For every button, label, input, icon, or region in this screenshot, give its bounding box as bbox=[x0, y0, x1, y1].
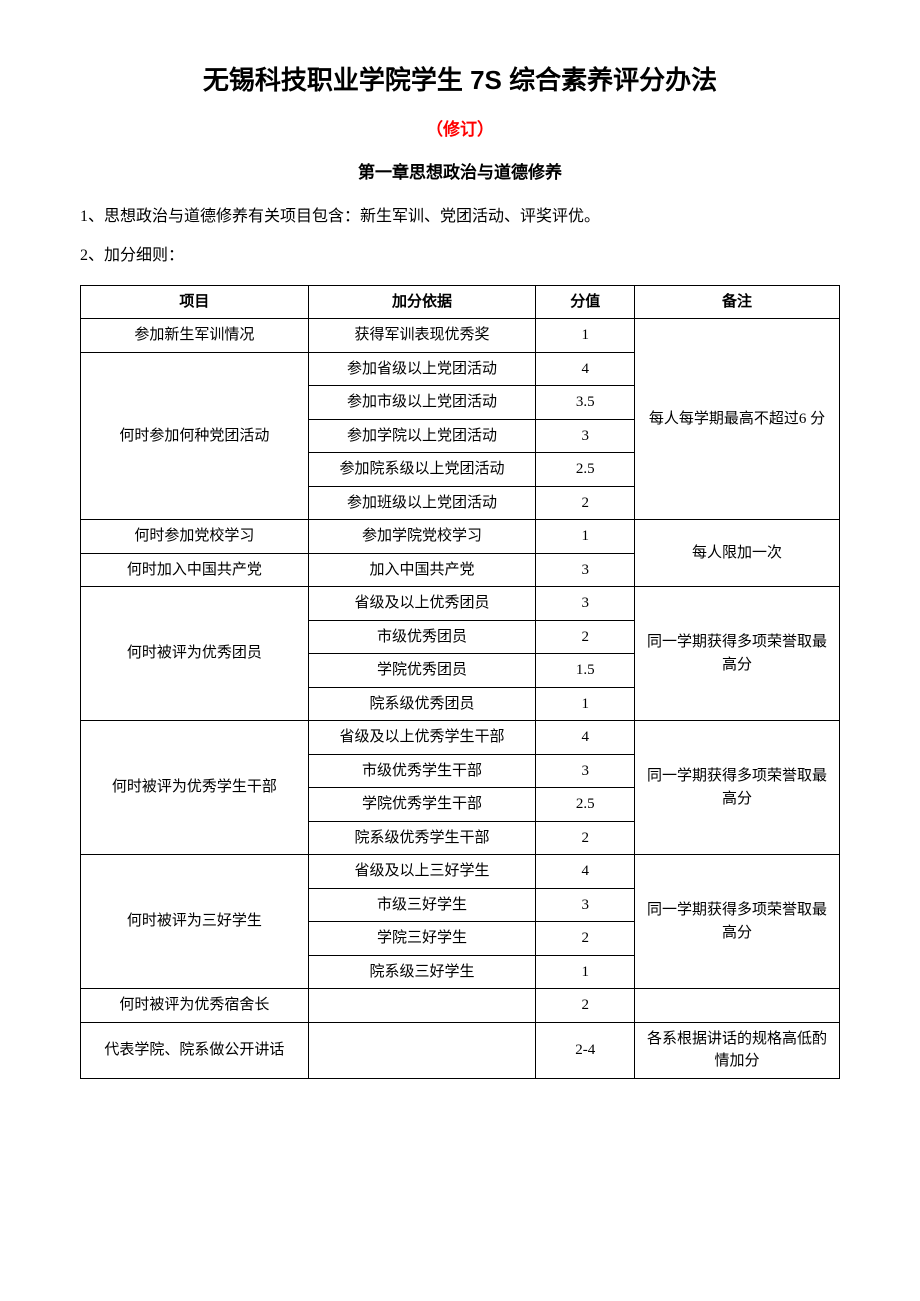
cell-basis bbox=[308, 989, 536, 1023]
table-row: 代表学院、院系做公开讲话 2-4各系根据讲话的规格高低酌情加分 bbox=[81, 1022, 840, 1078]
header-basis: 加分依据 bbox=[308, 285, 536, 319]
cell-score: 3 bbox=[536, 553, 635, 587]
cell-basis: 学院优秀团员 bbox=[308, 654, 536, 688]
header-item: 项目 bbox=[81, 285, 309, 319]
cell-basis: 参加学院以上党团活动 bbox=[308, 419, 536, 453]
cell-basis: 省级及以上优秀学生干部 bbox=[308, 721, 536, 755]
cell-note: 每人每学期最高不超过6 分 bbox=[635, 319, 840, 520]
cell-score: 1 bbox=[536, 955, 635, 989]
cell-score: 2 bbox=[536, 821, 635, 855]
cell-basis: 院系级优秀学生干部 bbox=[308, 821, 536, 855]
cell-score: 1 bbox=[536, 687, 635, 721]
cell-score: 1 bbox=[536, 319, 635, 353]
document-subtitle: （修订） bbox=[80, 115, 840, 140]
table-row: 参加新生军训情况获得军训表现优秀奖1每人每学期最高不超过6 分 bbox=[81, 319, 840, 353]
table-row: 何时被评为优秀团员省级及以上优秀团员3同一学期获得多项荣誉取最高分 bbox=[81, 587, 840, 621]
cell-score: 1.5 bbox=[536, 654, 635, 688]
cell-score: 2.5 bbox=[536, 788, 635, 822]
cell-basis: 学院三好学生 bbox=[308, 922, 536, 956]
cell-item: 何时被评为优秀团员 bbox=[81, 587, 309, 721]
cell-score: 2-4 bbox=[536, 1022, 635, 1078]
header-score: 分值 bbox=[536, 285, 635, 319]
cell-basis: 市级优秀团员 bbox=[308, 620, 536, 654]
cell-basis: 参加班级以上党团活动 bbox=[308, 486, 536, 520]
cell-score: 3 bbox=[536, 587, 635, 621]
cell-item: 参加新生军训情况 bbox=[81, 319, 309, 353]
table-body: 参加新生军训情况获得军训表现优秀奖1每人每学期最高不超过6 分何时参加何种党团活… bbox=[81, 319, 840, 1079]
cell-score: 2 bbox=[536, 922, 635, 956]
chapter-heading: 第一章思想政治与道德修养 bbox=[80, 158, 840, 183]
table-row: 何时被评为优秀学生干部省级及以上优秀学生干部4同一学期获得多项荣誉取最高分 bbox=[81, 721, 840, 755]
cell-basis: 省级及以上三好学生 bbox=[308, 855, 536, 889]
cell-score: 3 bbox=[536, 754, 635, 788]
cell-note: 每人限加一次 bbox=[635, 520, 840, 587]
cell-basis: 省级及以上优秀团员 bbox=[308, 587, 536, 621]
cell-score: 3 bbox=[536, 888, 635, 922]
paragraph-1: 1、思想政治与道德修养有关项目包含：新生军训、党团活动、评奖评优。 bbox=[80, 199, 840, 236]
cell-basis: 获得军训表现优秀奖 bbox=[308, 319, 536, 353]
table-row: 何时参加党校学习参加学院党校学习1每人限加一次 bbox=[81, 520, 840, 554]
cell-basis: 院系级三好学生 bbox=[308, 955, 536, 989]
cell-item: 何时加入中国共产党 bbox=[81, 553, 309, 587]
cell-basis: 学院优秀学生干部 bbox=[308, 788, 536, 822]
cell-basis: 参加省级以上党团活动 bbox=[308, 352, 536, 386]
cell-score: 2.5 bbox=[536, 453, 635, 487]
cell-basis: 市级三好学生 bbox=[308, 888, 536, 922]
cell-basis: 加入中国共产党 bbox=[308, 553, 536, 587]
cell-note: 同一学期获得多项荣誉取最高分 bbox=[635, 721, 840, 855]
cell-basis: 院系级优秀团员 bbox=[308, 687, 536, 721]
cell-score: 3.5 bbox=[536, 386, 635, 420]
cell-score: 2 bbox=[536, 486, 635, 520]
table-row: 何时被评为三好学生省级及以上三好学生4同一学期获得多项荣誉取最高分 bbox=[81, 855, 840, 889]
cell-item: 何时参加何种党团活动 bbox=[81, 352, 309, 520]
cell-score: 2 bbox=[536, 989, 635, 1023]
cell-basis: 参加院系级以上党团活动 bbox=[308, 453, 536, 487]
cell-item: 何时被评为优秀学生干部 bbox=[81, 721, 309, 855]
paragraph-2: 2、加分细则： bbox=[80, 238, 840, 275]
cell-note: 同一学期获得多项荣誉取最高分 bbox=[635, 587, 840, 721]
cell-basis: 参加市级以上党团活动 bbox=[308, 386, 536, 420]
scoring-table: 项目 加分依据 分值 备注 参加新生军训情况获得军训表现优秀奖1每人每学期最高不… bbox=[80, 285, 840, 1079]
cell-basis: 参加学院党校学习 bbox=[308, 520, 536, 554]
cell-item: 何时参加党校学习 bbox=[81, 520, 309, 554]
cell-item: 何时被评为优秀宿舍长 bbox=[81, 989, 309, 1023]
cell-note: 同一学期获得多项荣誉取最高分 bbox=[635, 855, 840, 989]
cell-basis: 市级优秀学生干部 bbox=[308, 754, 536, 788]
cell-score: 1 bbox=[536, 520, 635, 554]
table-row: 何时被评为优秀宿舍长 2 bbox=[81, 989, 840, 1023]
cell-score: 2 bbox=[536, 620, 635, 654]
table-header-row: 项目 加分依据 分值 备注 bbox=[81, 285, 840, 319]
header-note: 备注 bbox=[635, 285, 840, 319]
cell-score: 4 bbox=[536, 855, 635, 889]
document-title: 无锡科技职业学院学生 7S 综合素养评分办法 bbox=[80, 60, 840, 97]
cell-score: 4 bbox=[536, 352, 635, 386]
cell-item: 代表学院、院系做公开讲话 bbox=[81, 1022, 309, 1078]
cell-basis bbox=[308, 1022, 536, 1078]
cell-item: 何时被评为三好学生 bbox=[81, 855, 309, 989]
cell-score: 3 bbox=[536, 419, 635, 453]
cell-note: 各系根据讲话的规格高低酌情加分 bbox=[635, 1022, 840, 1078]
cell-score: 4 bbox=[536, 721, 635, 755]
cell-note bbox=[635, 989, 840, 1023]
